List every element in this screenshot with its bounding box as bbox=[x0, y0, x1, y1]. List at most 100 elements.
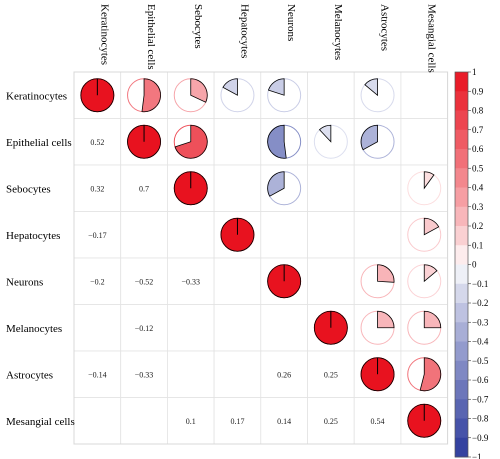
column-label: Mesangial cells bbox=[425, 4, 437, 73]
colorbar-segment bbox=[455, 437, 468, 458]
column-label: Epithelial cells bbox=[145, 4, 157, 70]
pie-slice bbox=[423, 171, 435, 190]
pie-cell bbox=[407, 217, 442, 252]
pie-slice bbox=[377, 310, 395, 329]
colorbar-tick-label: −0.6 bbox=[472, 375, 489, 385]
row-label: Melanocytes bbox=[6, 323, 62, 335]
colorbar-tick-label: 0.9 bbox=[472, 86, 484, 96]
pie-cell bbox=[267, 264, 302, 299]
grid-cell bbox=[260, 304, 308, 352]
grid-cell bbox=[120, 164, 168, 212]
grid-cell bbox=[353, 211, 402, 259]
colorbar-segment bbox=[455, 303, 468, 323]
pie-slice bbox=[423, 217, 440, 236]
pie-slice bbox=[267, 78, 285, 96]
grid-cell bbox=[73, 304, 122, 352]
correlation-value: −0.14 bbox=[88, 370, 107, 379]
column-label: Neurons bbox=[285, 4, 297, 41]
colorbar-tick-label: 0.1 bbox=[472, 240, 483, 250]
grid-cell bbox=[307, 164, 355, 212]
row-label: Sebocytes bbox=[6, 183, 51, 195]
grid-cell bbox=[166, 257, 215, 305]
pie-slice bbox=[318, 124, 332, 143]
colorbar-segment bbox=[455, 322, 468, 342]
pie-cell bbox=[360, 124, 395, 159]
colorbar-segment bbox=[455, 226, 468, 246]
pie-cell bbox=[407, 171, 442, 206]
row-label: Mesangial cells bbox=[6, 416, 75, 428]
colorbar-segment bbox=[455, 283, 468, 304]
colorbar-tick-label: 0.6 bbox=[472, 144, 484, 154]
pie-slice bbox=[423, 264, 438, 283]
colorbar-tick-label: 0.7 bbox=[472, 125, 484, 135]
colorbar-tick-label: −0.7 bbox=[472, 394, 489, 404]
colorbar-segment bbox=[455, 418, 468, 439]
grid-cell bbox=[260, 211, 308, 259]
grid-layer bbox=[73, 71, 449, 445]
pie-cell bbox=[267, 78, 302, 113]
correlation-value: 0.7 bbox=[139, 184, 149, 193]
column-label: Astrocytes bbox=[379, 4, 391, 51]
labels-layer: 0.52 0.32 0.7 −0.17 −0.2 −0.52 −0.33 −0.12 −0.14… bbox=[6, 4, 437, 428]
row-label: Epithelial cells bbox=[6, 137, 72, 149]
grid-cell bbox=[353, 164, 402, 212]
column-label: Melanocytes bbox=[332, 4, 344, 60]
colorbar-segment bbox=[455, 245, 468, 265]
colorbar-segment bbox=[455, 91, 468, 111]
grid-cell bbox=[307, 397, 355, 445]
colorbar-segment bbox=[455, 72, 468, 92]
grid-border bbox=[73, 71, 449, 445]
pie-cell bbox=[80, 78, 115, 113]
colorbar-tick-label: −0.4 bbox=[472, 337, 489, 347]
colorbar-tick-label: −0.2 bbox=[472, 298, 488, 308]
pie-slice bbox=[377, 264, 395, 283]
pie-cell bbox=[407, 264, 442, 299]
pie-cell bbox=[360, 357, 395, 392]
colorbar-segment bbox=[455, 129, 468, 150]
cells-layer bbox=[80, 78, 442, 438]
pie-cell bbox=[127, 78, 162, 113]
pie-slice bbox=[419, 357, 442, 392]
pie-cell bbox=[173, 78, 208, 113]
correlation-value: −0.12 bbox=[135, 324, 154, 333]
pie-cell bbox=[313, 124, 348, 159]
grid-cell bbox=[120, 397, 168, 445]
colorbar-segment bbox=[455, 168, 468, 188]
pie-slice bbox=[360, 124, 378, 151]
pie-cell bbox=[360, 310, 395, 345]
pie-slice bbox=[267, 171, 285, 197]
pie-slice bbox=[364, 78, 378, 97]
pie-cell bbox=[313, 310, 348, 345]
colorbar-tick-label: 1 bbox=[472, 67, 477, 77]
colorbar-segment bbox=[455, 110, 468, 131]
pie-slice bbox=[174, 124, 208, 159]
grid-cell bbox=[307, 211, 355, 259]
correlation-value: 0.52 bbox=[90, 138, 104, 147]
colorbar-segment bbox=[455, 149, 468, 169]
pie-cell bbox=[127, 124, 162, 159]
colorbar-segment bbox=[455, 360, 468, 381]
column-label: Hepatocytes bbox=[238, 4, 250, 58]
grid-cell bbox=[213, 118, 262, 166]
grid-cell bbox=[120, 304, 168, 352]
colorbar-segment bbox=[455, 206, 468, 227]
grid-cell bbox=[307, 257, 355, 305]
pie-slice bbox=[190, 78, 208, 103]
pie-cell bbox=[173, 171, 208, 206]
colorbar: 1 0.9 0.8 0.7 0.6 0.5 0.4 0.3 0.2 0.1 0 −0.1 −0.2 −0.… bbox=[454, 67, 489, 459]
pie-slice bbox=[267, 124, 287, 159]
colorbar-segment bbox=[455, 341, 468, 362]
grid-cell bbox=[260, 397, 308, 445]
correlation-value: −0.33 bbox=[135, 370, 154, 379]
grid-cell bbox=[73, 350, 122, 398]
colorbar-segment bbox=[455, 380, 468, 400]
correlation-value: 0.14 bbox=[277, 417, 291, 426]
pie-cell bbox=[407, 357, 442, 392]
colorbar-tick-label: −0.9 bbox=[472, 433, 489, 443]
column-label: Keratinocytes bbox=[98, 4, 110, 65]
correlation-value: −0.52 bbox=[135, 277, 154, 286]
correlation-value: 0.26 bbox=[277, 370, 291, 379]
grid-cell bbox=[120, 257, 168, 305]
correlation-value: 0.32 bbox=[90, 184, 104, 193]
